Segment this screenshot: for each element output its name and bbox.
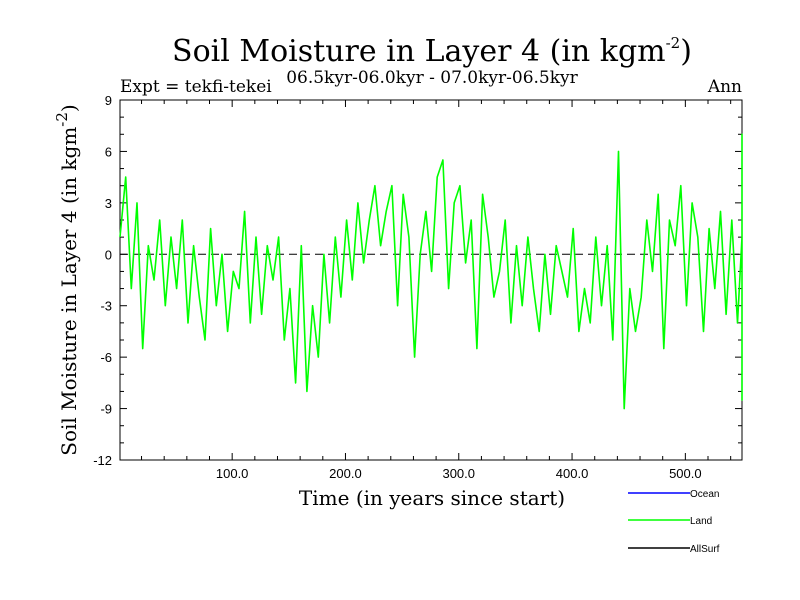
x-axis-label: Time (in years since start) [299,486,565,510]
axis-tick-labels: -12 -9 -6 -3 0 3 6 9 100.0 200.0 300.0 400.0 500.0 [93,93,701,481]
y-tick-label: 3 [105,196,112,211]
y-tick-label: 6 [105,144,112,159]
y-tick-label: -12 [93,453,112,468]
plot-frame [119,99,743,461]
y-tick-label: -3 [100,299,112,314]
series-line-land [119,133,743,410]
y-tick-label: -9 [100,402,112,417]
legend: Ocean Land AllSurf [628,489,720,555]
x-tick-label: 400.0 [556,466,589,481]
axis-ticks [120,99,742,461]
chart-subtitle: 06.5kyr-06.0kyr - 07.0kyr-06.5kyr [286,68,578,88]
x-tick-label: 100.0 [216,466,249,481]
x-tick-label: 300.0 [442,466,475,481]
chart-title: Soil Moisture in Layer 4 (in kgm-2) [172,34,692,69]
x-tick-label: 500.0 [669,466,702,481]
legend-label-ocean: Ocean [690,489,719,500]
y-axis-label-superscript: -2 [53,112,71,127]
legend-label-allsurf: AllSurf [690,544,720,555]
period-label: Ann [707,77,742,97]
y-tick-label: -6 [100,350,112,365]
legend-label-land: Land [690,516,712,527]
y-tick-label: 0 [105,247,112,262]
x-tick-label: 200.0 [329,466,362,481]
y-axis-label: Soil Moisture in Layer 4 (in kgm-2) [53,104,81,455]
expt-label: Expt = tekfi-tekei [120,77,272,97]
chart-title-superscript: -2 [666,34,681,52]
y-tick-label: 9 [105,93,112,108]
